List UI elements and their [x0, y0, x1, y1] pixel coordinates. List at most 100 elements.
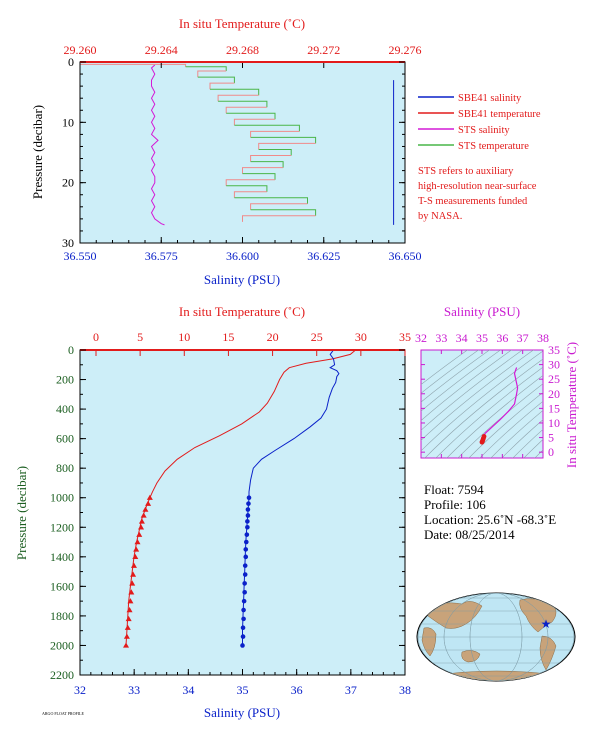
surface-axes: 36.550 36.575 36.600 36.625 36.650 29.260 29.2… — [62, 43, 422, 263]
surface-top-axis-label: In situ Temperature (˚C) — [179, 16, 305, 31]
series-sbe41-temperature-marker — [138, 518, 145, 524]
left-tick-label: 20 — [62, 176, 74, 190]
note-line-3: T-S measurements funded — [418, 196, 528, 207]
series-sbe41-salinity-marker — [245, 524, 250, 530]
ts-top-tick-label: 32 — [415, 331, 427, 345]
land-south-america — [539, 635, 557, 671]
top-tick-label: 25 — [311, 330, 323, 344]
ts-top-tick-label: 37 — [517, 331, 529, 345]
series-sts-temperature-segment — [250, 155, 292, 162]
left-tick-label: 0 — [68, 55, 74, 69]
left-tick-label: 1000 — [50, 491, 74, 505]
left-tick-label: 1600 — [50, 579, 74, 593]
bottom-tick-label: 36.550 — [64, 249, 97, 263]
series-sts-temperature-segment — [234, 124, 300, 132]
series-sts-temperature-segment — [209, 82, 235, 90]
series-sbe41-salinity-marker — [240, 625, 246, 631]
full-profile-chart: 32 33 34 35 36 37 38 0 5 10 15 20 25 30 35 0 200 400 600 80… — [14, 304, 411, 720]
top-tick-label: 0 — [93, 330, 99, 344]
full-y-axis-label: Pressure (decibar) — [14, 466, 29, 560]
ts-y-axis-label: In situ Temperature (˚C) — [564, 342, 579, 468]
full-series — [123, 350, 356, 648]
series-sbe41-salinity-marker — [246, 501, 251, 506]
ts-right-tick-label: 25 — [548, 372, 560, 386]
series-sbe41-salinity-marker — [241, 607, 246, 613]
series-sbe41-salinity-marker — [245, 513, 251, 518]
series-sts-temperature-segment — [226, 112, 276, 120]
ts-density-contours — [421, 350, 543, 458]
series-sts-temperature-segment — [250, 161, 284, 168]
ts-series — [479, 367, 519, 445]
bottom-tick-label: 32 — [74, 683, 86, 697]
series-sbe41-temperature-marker — [132, 553, 139, 560]
bottom-tick-label: 37 — [345, 683, 357, 697]
series-sbe41-temperature-marker — [124, 624, 131, 630]
full-top-axis-label: In situ Temperature (˚C) — [179, 304, 305, 319]
legend-label-sts-salinity: STS salinity — [458, 125, 510, 136]
series-sbe41-temperature-marker — [125, 615, 132, 622]
footer-text: ARGO FLOAT PROFILE — [42, 711, 84, 716]
bottom-tick-label: 36.600 — [226, 249, 259, 263]
series-sbe41-salinity-marker — [243, 554, 249, 560]
series-sts-temperature-segment — [250, 130, 300, 138]
left-tick-label: 2200 — [50, 668, 74, 682]
note-line-1: STS refers to auxiliary — [418, 166, 514, 177]
density-contour — [468, 392, 543, 458]
series-sbe41-salinity-marker — [243, 539, 249, 545]
series-sbe41-temperature-marker — [123, 633, 130, 639]
series-sbe41-salinity-marker — [244, 532, 250, 537]
ts-top-axis-label: Salinity (PSU) — [444, 304, 520, 319]
series-sbe41-temperature-marker — [127, 598, 134, 604]
series-sts-temperature-segment — [233, 191, 267, 198]
density-contour — [512, 428, 543, 458]
left-tick-label: 200 — [56, 373, 74, 387]
series-sts-temperature-segment — [242, 215, 316, 222]
ts-right-tick-label: 35 — [548, 343, 560, 357]
series-sbe41-salinity-marker — [242, 572, 248, 577]
top-tick-label: 29.264 — [145, 43, 178, 57]
series-sbe41-temperature-marker — [130, 562, 137, 568]
series-sbe41-salinity-marker — [245, 507, 251, 512]
note-line-4: by NASA. — [418, 211, 462, 222]
density-contour — [479, 400, 543, 458]
series-sbe41-salinity-marker — [241, 616, 246, 622]
map-graticule — [417, 593, 575, 681]
series-sbe41-salinity-marker — [240, 634, 246, 639]
series-sbe41-temperature-marker — [133, 546, 140, 552]
series-sts-salinity — [150, 64, 165, 226]
surface-y-axis-label: Pressure (decibar) — [30, 105, 45, 199]
series-sbe41-temperature-marker — [128, 589, 135, 595]
ts-top-tick-label: 38 — [537, 331, 549, 345]
note-line-2: high-resolution near-surface — [418, 181, 537, 192]
series-sbe41-salinity-marker — [246, 495, 252, 501]
full-axes: 32 33 34 35 36 37 38 0 5 10 15 20 25 30 35 0 200 400 600 80… — [50, 330, 411, 697]
series-sbe41-salinity-marker — [240, 643, 245, 648]
bottom-tick-label: 38 — [399, 683, 411, 697]
left-tick-label: 10 — [62, 115, 74, 129]
ts-right-tick-label: 5 — [548, 431, 554, 445]
series-sts-temperature-segment — [250, 136, 317, 144]
left-tick-label: 400 — [56, 402, 74, 416]
world-map: ★ — [416, 592, 576, 682]
surface-profile-chart: 36.550 36.575 36.600 36.625 36.650 29.260 29.2… — [30, 16, 541, 287]
surface-plot-area — [79, 61, 406, 244]
series-sbe41-temperature-marker — [123, 642, 130, 648]
left-tick-label: 1200 — [50, 520, 74, 534]
density-contour — [421, 350, 490, 403]
series-sts-temperature-segment — [226, 185, 268, 192]
density-contour — [421, 350, 501, 412]
series-sbe41-salinity-marker — [242, 563, 248, 568]
land-australia — [461, 650, 481, 663]
top-tick-label: 29.276 — [389, 43, 422, 57]
series-sbe41-temperature-marker — [134, 539, 141, 545]
ts-right-tick-label: 10 — [548, 416, 560, 430]
full-bottom-axis-label: Salinity (PSU) — [204, 705, 280, 720]
ts-top-tick-label: 34 — [456, 331, 468, 345]
series-sbe41-temperature-marker — [145, 500, 152, 506]
series-sbe41-temperature-marker — [126, 607, 133, 613]
ts-top-tick-label: 36 — [496, 331, 508, 345]
density-contour — [490, 409, 543, 458]
